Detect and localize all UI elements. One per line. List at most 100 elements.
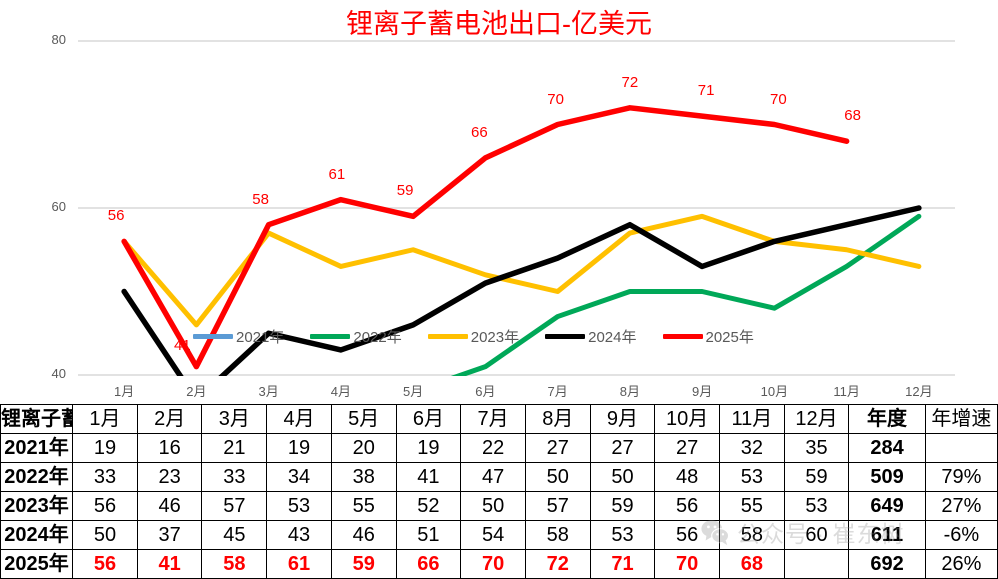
table-cell-month: 53 [718, 462, 785, 492]
legend-item-2021年[interactable]: 2021年 [193, 326, 284, 347]
table-cell-month: 35 [783, 433, 850, 463]
data-table: 锂离子蓄电池1月2月3月4月5月6月7月8月9月10月11月12月年度年增速20… [0, 404, 998, 579]
data-label: 72 [621, 73, 639, 91]
table-cell-month: 23 [136, 462, 203, 492]
table-column-header: 1月 [72, 404, 138, 434]
legend-label: 2023年 [470, 329, 520, 346]
table-header-row: 锂离子蓄电池1月2月3月4月5月6月7月8月9月10月11月12月年度年增速 [0, 404, 998, 434]
table-cell-month: 50 [72, 520, 138, 550]
x-axis-tick-label: 11月 [833, 384, 860, 399]
legend-item-2023年[interactable]: 2023年 [427, 326, 520, 347]
table-cell-annual-growth: 79% [924, 462, 998, 492]
table-cell-month: 57 [201, 491, 268, 521]
x-axis-tick-label: 10月 [760, 384, 789, 399]
gridlines [78, 40, 955, 376]
table-cell-annual-total: 649 [848, 491, 926, 521]
table-cell-month: 56 [654, 491, 720, 521]
table-column-header: 4月 [266, 404, 332, 434]
table-corner-label: 锂离子蓄电池 [0, 404, 74, 434]
legend-label: 2024年 [588, 329, 637, 346]
table-cell-month: 51 [395, 520, 462, 550]
series-line-2024年 [121, 205, 922, 376]
table-cell-annual-total: 692 [848, 549, 926, 579]
chart-legend: 2021年 2022年 2023年 2024年 2025年 [193, 326, 780, 347]
x-axis-tick-label: 6月 [475, 384, 496, 399]
legend-item-2022年[interactable]: 2022年 [310, 326, 402, 347]
table-cell-month: 53 [266, 491, 332, 521]
table-cell-month: 41 [395, 462, 462, 492]
table-cell-month: 27 [654, 433, 720, 463]
table-cell-month: 27 [589, 433, 656, 463]
table-column-header: 8月 [524, 404, 591, 434]
table-cell-month [783, 549, 850, 579]
legend-item-2025年[interactable]: 2025年 [662, 326, 754, 347]
table-cell-month: 41 [136, 549, 203, 579]
table-cell-month: 52 [395, 491, 462, 521]
legend-item-2024年[interactable]: 2024年 [545, 326, 637, 347]
legend-label: 2021年 [236, 329, 285, 346]
table-cell-month: 72 [524, 549, 591, 579]
table-row-header: 2025年 [0, 549, 74, 579]
table-cell-month: 38 [330, 462, 397, 492]
legend-swatch-icon [427, 334, 468, 339]
table-cell-month: 50 [524, 462, 591, 492]
table-cell-month: 60 [783, 520, 850, 550]
table-cell-month: 20 [330, 433, 397, 463]
table-cell-annual-growth: -6% [924, 520, 998, 550]
table-column-header: 7月 [460, 404, 526, 434]
x-axis-tick-label: 7月 [547, 384, 568, 399]
y-axis-tick-label: 40 [51, 366, 66, 381]
table-cell-month: 19 [266, 433, 332, 463]
table-cell-month: 71 [589, 549, 656, 579]
table-cell-month: 55 [718, 491, 785, 521]
table-cell-month: 46 [136, 491, 203, 521]
table-cell-month: 56 [72, 491, 138, 521]
legend-swatch-icon [662, 334, 703, 339]
table-cell-month: 22 [460, 433, 526, 463]
table-row-header: 2021年 [0, 433, 74, 463]
table-cell-month: 58 [201, 549, 268, 579]
chart-title: 锂离子蓄电池出口-亿美元 [346, 9, 652, 39]
table-cell-month: 56 [654, 520, 720, 550]
table-cell-month: 45 [201, 520, 268, 550]
table-row: 2022年 33 23 33 34 38 41 47 50 50 48 53 59 509 79% [0, 462, 998, 492]
table-cell-month: 59 [783, 462, 850, 492]
table-cell-month: 53 [589, 520, 656, 550]
legend-swatch-icon [193, 334, 233, 339]
table-cell-annual-total: 284 [848, 433, 926, 463]
table-cell-month: 46 [330, 520, 397, 550]
table-column-header: 年增速 [924, 404, 998, 434]
table-cell-month: 58 [718, 520, 785, 550]
table-row: 2025年 56 41 58 61 59 66 70 72 71 70 68 692 26% [0, 549, 998, 579]
table-cell-month: 47 [460, 462, 526, 492]
table-cell-month: 54 [460, 520, 526, 550]
table-cell-month: 21 [201, 433, 268, 463]
table-cell-annual-total: 509 [848, 462, 926, 492]
x-axis-tick-label: 3月 [258, 384, 279, 399]
table-cell-month: 27 [524, 433, 591, 463]
table-cell-month: 55 [330, 491, 397, 521]
table-cell-month: 19 [395, 433, 462, 463]
table-column-header: 12月 [783, 404, 850, 434]
table-cell-annual-growth [924, 433, 998, 463]
legend-swatch-icon [310, 334, 351, 339]
table-cell-month: 34 [266, 462, 332, 492]
series-lines [121, 105, 922, 376]
table-cell-month: 59 [330, 549, 397, 579]
table-column-header: 3月 [201, 404, 268, 434]
data-label: 41 [174, 336, 191, 354]
chart-plot [78, 40, 955, 376]
legend-swatch-icon [545, 334, 586, 339]
table-column-header: 年度 [848, 404, 926, 434]
table-cell-month: 61 [266, 549, 332, 579]
table-cell-month: 59 [589, 491, 656, 521]
data-label: 66 [471, 123, 488, 141]
table-cell-annual-growth: 26% [924, 549, 998, 579]
data-label: 56 [107, 207, 125, 225]
data-label: 68 [844, 107, 861, 125]
table-cell-month: 48 [654, 462, 720, 492]
x-axis-tick-label: 9月 [692, 384, 713, 399]
table-cell-month: 19 [72, 433, 138, 463]
x-axis-tick-label: 4月 [330, 384, 351, 399]
table-column-header: 11月 [718, 404, 785, 434]
